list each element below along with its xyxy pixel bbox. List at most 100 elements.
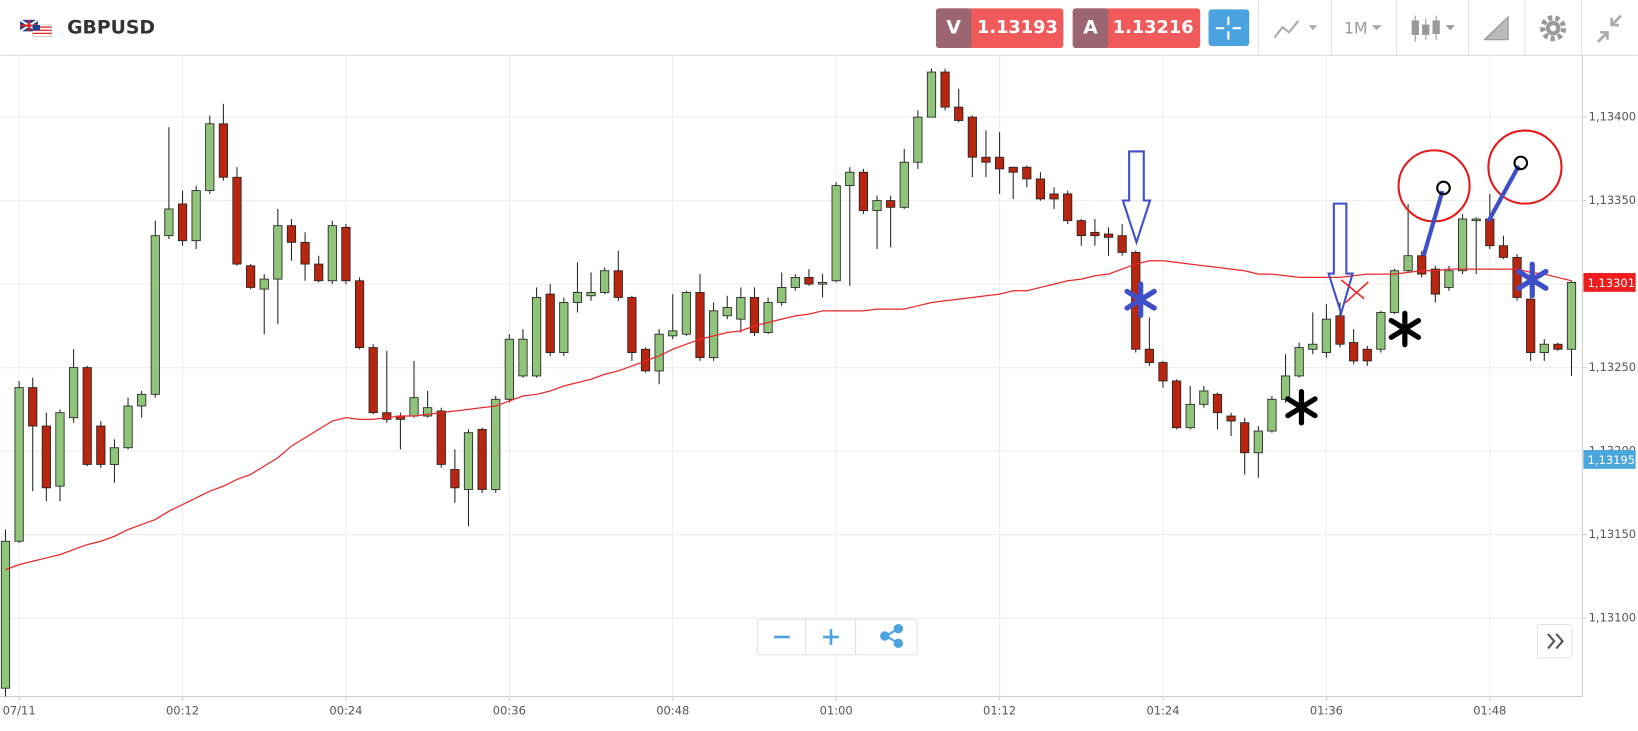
arrow-drawing	[1327, 202, 1355, 317]
candle-body	[858, 171, 868, 212]
collapse-button[interactable]	[1597, 14, 1622, 43]
candle-body	[1457, 218, 1468, 272]
candle-body	[1280, 375, 1291, 400]
x-tick-label: 01:12	[983, 704, 1016, 718]
price-tag-label: 1,13301	[1588, 276, 1635, 290]
x-tick-label: 01:48	[1473, 704, 1506, 718]
candle-body	[1022, 166, 1032, 180]
candle-body	[1403, 255, 1413, 272]
candle-body	[273, 225, 283, 280]
asterisk-drawing	[1124, 281, 1157, 318]
asterisk-drawing	[1285, 388, 1318, 426]
candle-body	[218, 123, 228, 178]
candle-body	[981, 156, 991, 163]
candle-body	[300, 241, 310, 265]
candle-body	[137, 393, 147, 407]
candle-body	[899, 161, 909, 208]
candle-body	[491, 398, 501, 490]
candle-body	[872, 200, 882, 212]
candle-body	[1185, 403, 1195, 429]
candle-body	[423, 407, 433, 417]
x-tick-label: 01:00	[820, 704, 853, 718]
draw-button[interactable]	[1482, 15, 1509, 41]
candle-body	[668, 330, 678, 337]
candle-body	[1444, 270, 1454, 288]
candle-body	[695, 292, 705, 358]
crosshair-button[interactable]	[1208, 9, 1250, 46]
zoom-controls	[756, 618, 918, 656]
x-tick-label: 00:12	[166, 704, 199, 718]
candle-body	[382, 412, 392, 420]
chart-type-button[interactable]	[1273, 20, 1318, 39]
candle-body	[1103, 233, 1114, 238]
candle-body	[191, 190, 201, 242]
y-tick-label: 1,13100	[1589, 611, 1636, 625]
candle-body	[1321, 318, 1331, 353]
candle-body	[1308, 343, 1318, 350]
candle-body	[1526, 298, 1536, 353]
candle-body	[817, 282, 828, 285]
candle-body	[967, 116, 977, 158]
candle-body	[736, 297, 746, 320]
price-tag-label: 1,13195	[1588, 453, 1635, 467]
candle-body	[1498, 245, 1509, 258]
candle-body	[246, 265, 256, 288]
arrow-drawing	[1121, 150, 1152, 246]
candle-body	[1417, 255, 1427, 275]
candle-body	[722, 307, 732, 317]
candle-body	[205, 123, 215, 192]
x-tick-label: 00:48	[656, 704, 689, 718]
candle-body	[354, 280, 365, 348]
y-tick-label: 1,13150	[1589, 527, 1636, 541]
x-tick-label: 00:24	[329, 704, 362, 718]
candle-body	[68, 367, 79, 419]
symbol: GBPUSD	[67, 18, 155, 39]
candle-body	[1267, 398, 1277, 432]
candle-body	[940, 71, 950, 108]
candle-body	[1553, 343, 1563, 350]
candle-body	[954, 106, 964, 121]
candle-body	[0, 540, 11, 689]
candle-body	[1376, 312, 1386, 350]
buy-label: A	[1083, 18, 1098, 39]
candle-body	[1035, 178, 1046, 200]
candle-body	[1566, 282, 1577, 350]
candle-body	[572, 292, 583, 303]
candle-body	[1172, 380, 1182, 429]
candle-body	[177, 203, 188, 242]
candle-body	[259, 278, 269, 290]
candle-body	[1008, 166, 1018, 173]
candle-body	[150, 235, 160, 395]
candle-body	[586, 292, 596, 297]
candle-body	[749, 297, 760, 333]
settings-button[interactable]	[1540, 15, 1567, 42]
candle-type-button[interactable]	[1411, 15, 1455, 42]
timeframe-caret	[1371, 25, 1382, 31]
candle-body	[1430, 268, 1440, 295]
sell-label-bg	[935, 8, 972, 49]
share-button[interactable]	[880, 623, 904, 648]
candle-body	[518, 338, 528, 377]
candle-body	[531, 297, 542, 377]
candle-body	[327, 225, 337, 282]
candle-body	[886, 200, 896, 208]
candle-body	[1212, 393, 1223, 414]
candle-body	[640, 348, 651, 372]
circle-drawing	[1487, 129, 1563, 205]
candle-body	[1294, 347, 1304, 377]
candle-body	[1349, 342, 1359, 362]
plot	[0, 68, 1577, 697]
candle-body	[790, 277, 800, 288]
price-tag	[1583, 450, 1636, 469]
candle-body	[763, 302, 773, 333]
timeframe[interactable]: 1M	[1344, 19, 1367, 38]
candle-body	[164, 208, 174, 237]
candle-body	[1512, 256, 1522, 298]
zoom-in-button[interactable]	[823, 629, 839, 645]
candle-body	[804, 277, 814, 285]
candle-body	[55, 412, 65, 487]
candle-body	[109, 447, 120, 465]
buy-label-bg	[1072, 8, 1109, 49]
